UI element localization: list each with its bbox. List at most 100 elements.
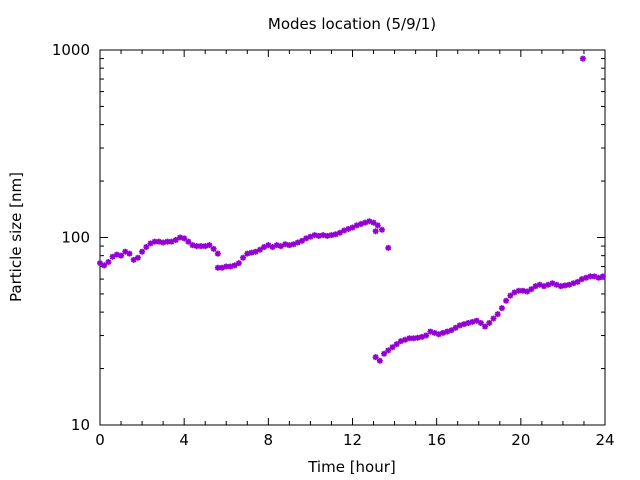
data-point bbox=[240, 254, 247, 261]
data-point bbox=[315, 232, 322, 239]
data-point bbox=[143, 243, 150, 250]
data-point bbox=[507, 292, 514, 299]
data-point bbox=[465, 319, 472, 326]
x-axis: 0 4 8 12 16 20 24 bbox=[95, 50, 615, 449]
data-point bbox=[562, 282, 569, 289]
y-tick-label: 1000 bbox=[52, 41, 90, 59]
data-point bbox=[494, 311, 501, 318]
data-point bbox=[372, 228, 379, 235]
data-point bbox=[536, 281, 543, 288]
x-tick-label: 20 bbox=[511, 431, 530, 449]
data-point bbox=[202, 243, 209, 250]
y-tick-label: 10 bbox=[71, 416, 90, 434]
data-point bbox=[273, 242, 280, 249]
data-point bbox=[320, 232, 327, 239]
x-tick-label: 8 bbox=[264, 431, 274, 449]
data-point bbox=[214, 264, 221, 271]
data-point bbox=[385, 347, 392, 354]
data-point bbox=[332, 231, 339, 238]
chart-title: Modes location (5/9/1) bbox=[268, 15, 436, 33]
data-point bbox=[109, 253, 116, 260]
data-point bbox=[198, 243, 204, 250]
x-tick-label: 16 bbox=[427, 431, 446, 449]
data-point bbox=[439, 329, 446, 336]
data-point bbox=[362, 219, 369, 226]
data-point bbox=[587, 273, 594, 280]
x-axis-label: Time [hour] bbox=[307, 458, 396, 476]
data-point bbox=[223, 263, 230, 270]
data-point bbox=[299, 237, 305, 244]
data-point bbox=[151, 238, 158, 245]
data-point bbox=[105, 259, 112, 266]
data-point bbox=[456, 322, 463, 329]
data-point bbox=[210, 245, 217, 252]
data-point bbox=[553, 281, 560, 288]
data-point bbox=[448, 327, 455, 334]
data-point bbox=[366, 218, 373, 225]
data-point bbox=[511, 289, 518, 296]
data-point bbox=[410, 335, 417, 342]
data-point bbox=[519, 287, 526, 294]
data-point bbox=[231, 262, 238, 269]
data-point bbox=[444, 328, 451, 335]
x-tick-label: 12 bbox=[343, 431, 362, 449]
data-point bbox=[349, 224, 356, 231]
data-point bbox=[176, 234, 183, 241]
data-point bbox=[414, 334, 421, 341]
data-point bbox=[549, 280, 556, 287]
data-point bbox=[482, 323, 489, 330]
data-point bbox=[307, 233, 314, 240]
data-point bbox=[528, 286, 535, 293]
data-point bbox=[393, 341, 400, 348]
x-tick-label: 4 bbox=[179, 431, 189, 449]
data-point bbox=[353, 222, 360, 229]
data-point bbox=[376, 357, 383, 364]
data-point bbox=[357, 221, 364, 228]
data-point bbox=[452, 324, 459, 331]
data-point bbox=[164, 238, 171, 245]
data-point bbox=[345, 226, 352, 233]
data-point bbox=[282, 241, 289, 248]
data-point bbox=[113, 251, 120, 258]
data-point bbox=[473, 317, 480, 324]
data-point bbox=[122, 248, 129, 255]
data-point bbox=[97, 260, 103, 267]
data-point bbox=[378, 226, 385, 233]
data-point bbox=[261, 243, 268, 250]
data-point bbox=[252, 248, 259, 255]
data-point bbox=[286, 242, 293, 249]
data-point bbox=[372, 354, 379, 361]
data-point bbox=[532, 283, 539, 290]
data-point bbox=[189, 242, 196, 249]
data-point bbox=[583, 274, 590, 281]
data-point bbox=[579, 55, 586, 62]
data-point bbox=[385, 244, 392, 251]
data-point bbox=[427, 328, 434, 335]
data-point bbox=[595, 274, 602, 281]
data-point bbox=[389, 344, 396, 351]
data-point bbox=[570, 280, 577, 287]
y-axis-label: Particle size [nm] bbox=[7, 172, 25, 302]
data-point bbox=[402, 336, 409, 343]
data-point bbox=[397, 338, 404, 345]
data-point bbox=[418, 333, 425, 340]
data-point bbox=[248, 249, 255, 256]
data-point bbox=[591, 273, 598, 280]
data-point bbox=[294, 239, 301, 246]
data-point bbox=[269, 243, 276, 250]
data-point bbox=[540, 283, 547, 290]
data-point bbox=[256, 246, 263, 253]
data-point bbox=[227, 263, 234, 270]
data-point bbox=[214, 250, 221, 257]
data-point bbox=[134, 254, 141, 261]
data-point bbox=[469, 318, 476, 325]
data-point bbox=[503, 297, 510, 304]
data-point bbox=[139, 248, 146, 255]
data-point bbox=[515, 287, 522, 294]
data-point bbox=[461, 321, 468, 328]
data-point bbox=[172, 236, 179, 243]
data-point bbox=[557, 283, 564, 290]
y-tick-label: 100 bbox=[61, 229, 90, 247]
data-point bbox=[235, 260, 242, 267]
data-point bbox=[160, 239, 167, 246]
